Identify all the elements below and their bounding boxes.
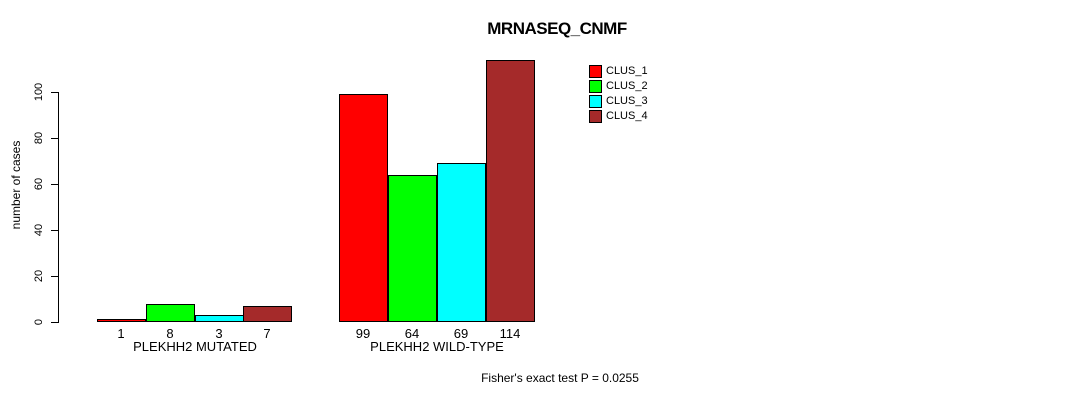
legend-item-clus-1: CLUS_1	[589, 64, 648, 79]
y-axis-tick	[51, 322, 58, 323]
bar-clus-4-plekhh2-wild-type	[486, 60, 535, 322]
bar-value-label: 7	[263, 326, 271, 341]
legend-swatch-clus-1	[589, 65, 602, 78]
y-axis-label: number of cases	[9, 140, 23, 230]
bar-value-label: 99	[355, 326, 371, 341]
bar-value-label: 8	[166, 326, 174, 341]
legend-swatch-clus-4	[589, 110, 602, 123]
y-axis-tick	[51, 184, 58, 185]
bar-value-label: 64	[404, 326, 420, 341]
bar-value-label: 69	[453, 326, 469, 341]
bar-clus-4-plekhh2-mutated	[243, 306, 292, 322]
y-axis-tick-label: 100	[33, 82, 45, 102]
bar-clus-3-plekhh2-wild-type	[437, 163, 486, 322]
legend-label: CLUS_3	[606, 95, 648, 107]
legend-swatch-clus-3	[589, 95, 602, 108]
bar-clus-1-plekhh2-wild-type	[339, 94, 388, 322]
y-axis-tick	[51, 138, 58, 139]
y-axis-tick-label: 80	[33, 131, 45, 145]
legend-item-clus-3: CLUS_3	[589, 94, 648, 109]
y-axis-tick-label: 60	[33, 177, 45, 191]
bar-clus-3-plekhh2-mutated	[195, 315, 244, 322]
y-axis-line	[58, 92, 59, 323]
y-axis-tick	[51, 276, 58, 277]
legend: CLUS_1 CLUS_2 CLUS_3 CLUS_4	[589, 64, 648, 124]
legend-label: CLUS_2	[606, 80, 648, 92]
y-axis-tick-label: 20	[33, 269, 45, 283]
legend-item-clus-4: CLUS_4	[589, 109, 648, 124]
bar-value-label: 3	[215, 326, 223, 341]
bar-value-label: 114	[499, 326, 521, 341]
y-axis-tick	[51, 230, 58, 231]
y-axis-tick-label: 0	[33, 318, 45, 326]
legend-label: CLUS_1	[606, 65, 648, 77]
bar-clus-1-plekhh2-mutated	[97, 319, 146, 322]
legend-item-clus-2: CLUS_2	[589, 79, 648, 94]
group-label-plekhh2-wild-type: PLEKHH2 WILD-TYPE	[370, 339, 504, 354]
bar-value-label: 1	[117, 326, 125, 341]
chart-title: MRNASEQ_CNMF	[487, 19, 627, 38]
legend-swatch-clus-2	[589, 80, 602, 93]
bar-clus-2-plekhh2-wild-type	[388, 175, 437, 322]
legend-label: CLUS_4	[606, 110, 648, 122]
group-label-plekhh2-mutated: PLEKHH2 MUTATED	[133, 339, 257, 354]
y-axis-tick-label: 40	[33, 223, 45, 237]
bar-clus-2-plekhh2-mutated	[146, 304, 195, 322]
annotation-text: Fisher's exact test P = 0.0255	[481, 371, 639, 385]
y-axis-tick	[51, 92, 58, 93]
